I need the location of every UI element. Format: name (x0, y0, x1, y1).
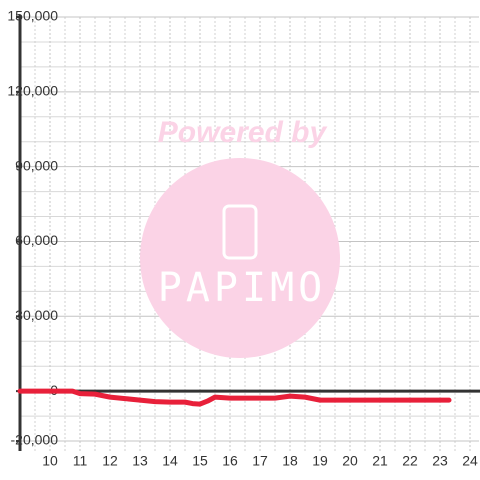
x-tick-label: 12 (102, 453, 118, 469)
x-tick-label: 19 (312, 453, 328, 469)
x-tick-label: 21 (372, 453, 388, 469)
watermark-brand: PAPIMO (158, 265, 327, 311)
x-tick-label: 13 (132, 453, 148, 469)
x-tick-label: 24 (462, 453, 478, 469)
x-tick-label: 16 (222, 453, 238, 469)
line-series (17, 388, 452, 407)
y-tick-label: 90,000 (15, 157, 58, 173)
x-tick-label: 15 (192, 453, 208, 469)
x-tick-label: 14 (162, 453, 178, 469)
y-tick-label: 120,000 (7, 83, 58, 99)
x-tick-label: 10 (42, 453, 58, 469)
x-tick-label: 17 (252, 453, 268, 469)
watermark-title: Powered by (158, 116, 328, 149)
y-tick-label: -20,000 (11, 432, 59, 448)
grid (20, 16, 479, 451)
watermark-phone (222, 204, 258, 260)
x-tick-label: 20 (342, 453, 358, 469)
y-tick-label: 60,000 (15, 232, 58, 248)
y-tick-label: 150,000 (7, 8, 58, 24)
watermark: Powered by PAPIMO (140, 116, 340, 358)
y-tick-label: 30,000 (15, 307, 58, 323)
x-tick-label: 18 (282, 453, 298, 469)
x-tick-label: 22 (402, 453, 418, 469)
x-tick-label: 23 (432, 453, 448, 469)
x-tick-label: 11 (73, 453, 88, 469)
